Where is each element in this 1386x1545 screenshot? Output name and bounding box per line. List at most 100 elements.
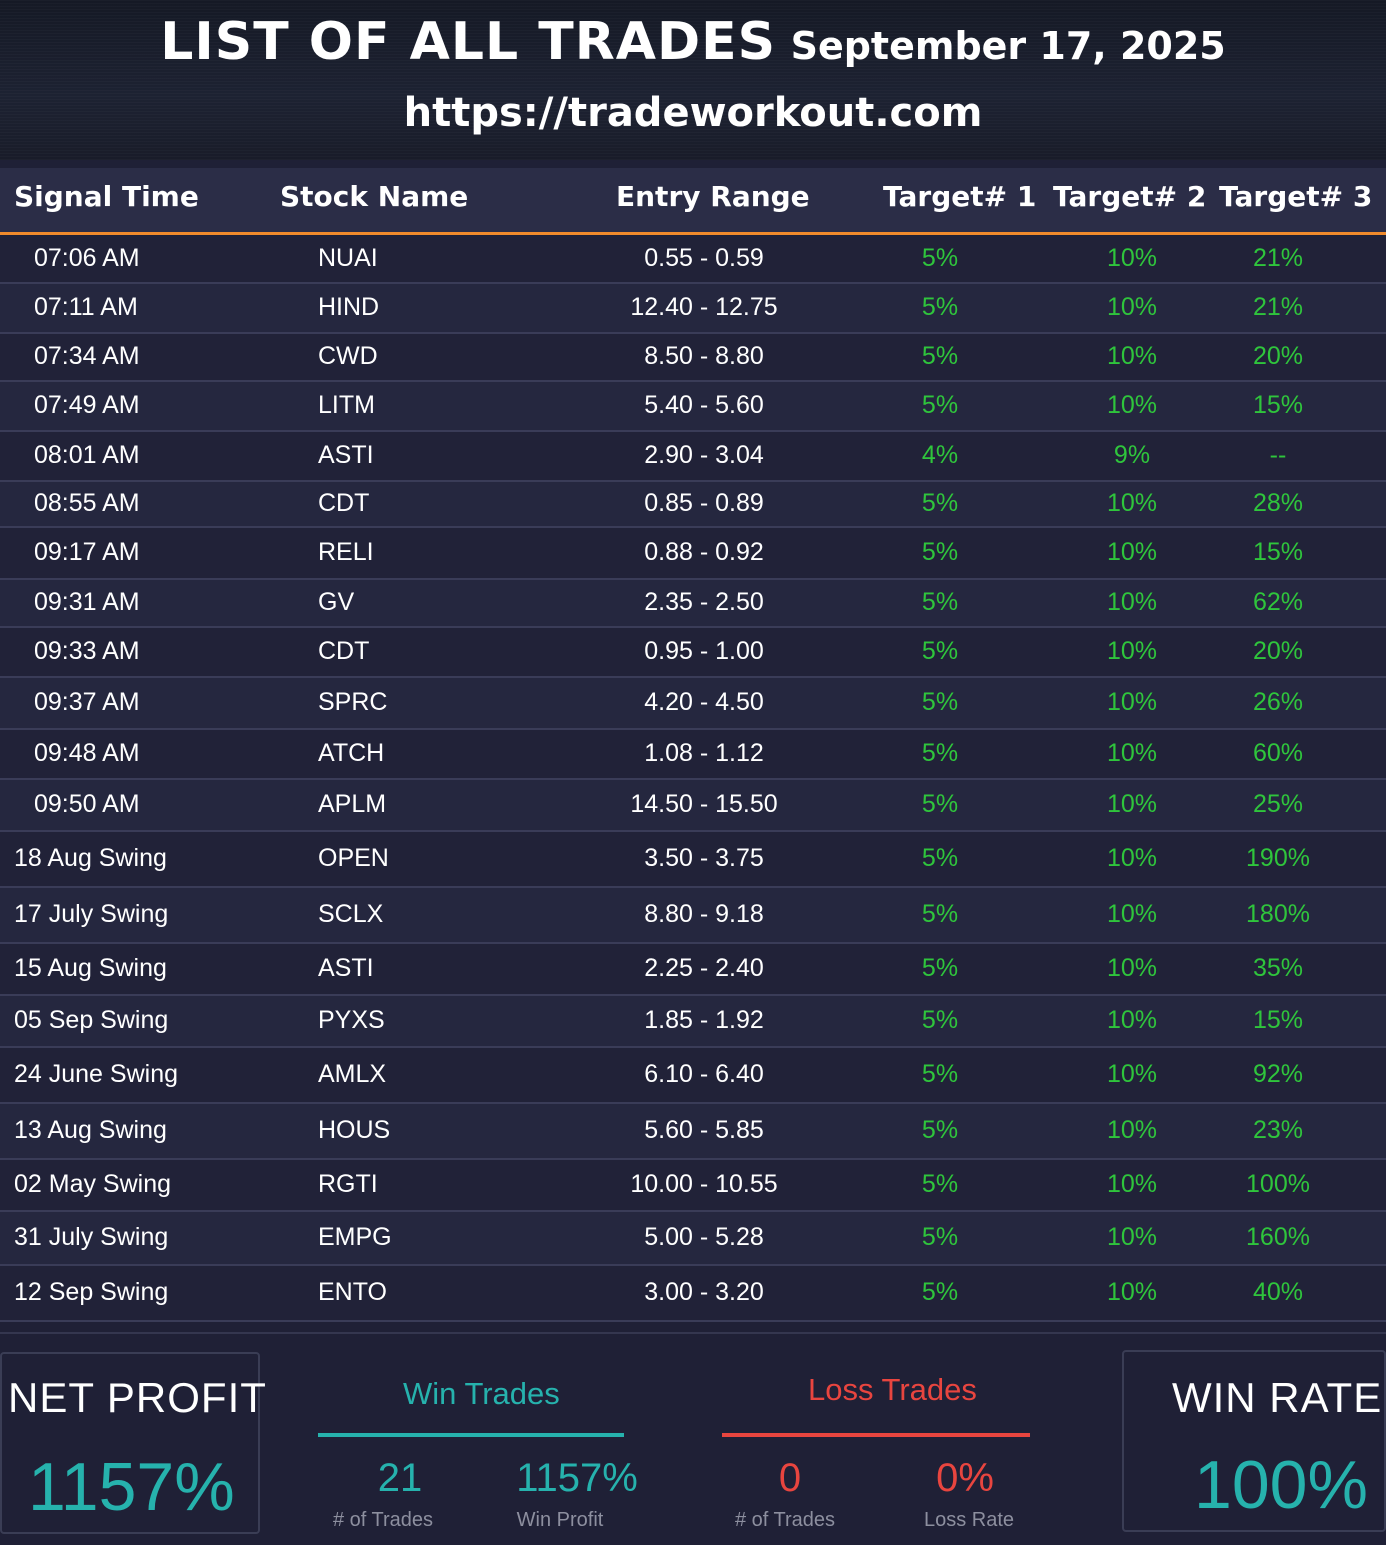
target-1-cell: 5% (921, 1060, 959, 1088)
target-2-cell: 10% (1106, 391, 1158, 419)
stock-name-cell: ASTI (318, 954, 374, 982)
column-header-stock-name: Stock Name (280, 180, 469, 213)
target-2-cell: 10% (1106, 1060, 1158, 1088)
table-row: 08:01 AM ASTI 2.90 - 3.04 4% 9% -- (0, 432, 1386, 482)
title-line: LIST OF ALL TRADES September 17, 2025 (0, 12, 1386, 72)
stock-name-cell: SPRC (318, 688, 388, 716)
table-row: 05 Sep Swing PYXS 1.85 - 1.92 5% 10% 15% (0, 996, 1386, 1048)
stock-name-cell: AMLX (318, 1060, 387, 1088)
stock-name-cell: GV (318, 588, 355, 616)
stock-name-cell: CDT (318, 637, 370, 665)
table-row: 09:17 AM RELI 0.88 - 0.92 5% 10% 15% (0, 528, 1386, 580)
entry-range-cell: 1.08 - 1.12 (644, 739, 764, 767)
target-1-cell: 5% (921, 790, 959, 818)
win-rate-label: WIN RATE (1172, 1374, 1383, 1421)
target-3-cell: 100% (1246, 1170, 1310, 1198)
stock-name-cell: HIND (318, 293, 380, 321)
column-header-target-3: Target# 3 (1219, 180, 1373, 213)
entry-range-cell: 0.55 - 0.59 (644, 244, 764, 272)
target-1-cell: 5% (921, 739, 959, 767)
win-profit-caption: Win Profit (516, 1509, 604, 1531)
target-3-cell: 15% (1252, 1006, 1304, 1034)
signal-time-cell: 08:01 AM (34, 441, 140, 469)
target-3-cell: 21% (1252, 244, 1304, 272)
table-row: 09:48 AM ATCH 1.08 - 1.12 5% 10% 60% (0, 730, 1386, 780)
target-1-cell: 5% (921, 1223, 959, 1251)
target-2-cell: 10% (1106, 342, 1158, 370)
target-1-cell: 5% (921, 954, 959, 982)
summary-panel: NET PROFIT 1157% Win Trades 21 # of Trad… (0, 1332, 1386, 1545)
signal-time-cell: 05 Sep Swing (14, 1006, 169, 1034)
target-3-cell: 35% (1252, 954, 1304, 982)
stock-name-cell: SCLX (318, 900, 384, 928)
signal-time-cell: 24 June Swing (14, 1060, 179, 1088)
report-date: September 17, 2025 (790, 24, 1226, 68)
stock-name-cell: ENTO (318, 1278, 387, 1306)
entry-range-cell: 10.00 - 10.55 (630, 1170, 778, 1198)
entry-range-cell: 1.85 - 1.92 (644, 1006, 764, 1034)
entry-range-cell: 12.40 - 12.75 (630, 293, 778, 321)
target-2-cell: 10% (1106, 1278, 1158, 1306)
stock-name-cell: ASTI (318, 441, 374, 469)
target-3-cell: 23% (1252, 1116, 1304, 1144)
target-2-cell: 10% (1106, 844, 1158, 872)
signal-time-cell: 07:34 AM (34, 342, 140, 370)
target-1-cell: 5% (921, 293, 959, 321)
win-profit-value: 1157% (516, 1456, 638, 1500)
signal-time-cell: 18 Aug Swing (14, 844, 167, 872)
target-1-cell: 5% (921, 244, 959, 272)
target-3-cell: 20% (1252, 342, 1304, 370)
table-row: 09:50 AM APLM 14.50 - 15.50 5% 10% 25% (0, 780, 1386, 832)
signal-time-cell: 09:17 AM (34, 538, 140, 566)
entry-range-cell: 8.80 - 9.18 (644, 900, 764, 928)
target-1-cell: 5% (921, 489, 959, 517)
target-3-cell: 160% (1246, 1223, 1310, 1251)
signal-time-cell: 15 Aug Swing (14, 954, 167, 982)
target-3-cell: 60% (1252, 739, 1304, 767)
stock-name-cell: NUAI (318, 244, 378, 272)
net-profit-box: NET PROFIT 1157% (0, 1352, 266, 1534)
table-row: 07:34 AM CWD 8.50 - 8.80 5% 10% 20% (0, 334, 1386, 382)
target-2-cell: 10% (1106, 739, 1158, 767)
stock-name-cell: PYXS (318, 1006, 385, 1034)
entry-range-cell: 5.40 - 5.60 (644, 391, 764, 419)
target-1-cell: 5% (921, 637, 959, 665)
table-row: 31 July Swing EMPG 5.00 - 5.28 5% 10% 160% (0, 1212, 1386, 1266)
target-2-cell: 10% (1106, 900, 1158, 928)
target-1-cell: 5% (921, 1116, 959, 1144)
signal-time-cell: 02 May Swing (14, 1170, 172, 1198)
entry-range-cell: 0.85 - 0.89 (644, 489, 764, 517)
entry-range-cell: 0.88 - 0.92 (644, 538, 764, 566)
table-row: 17 July Swing SCLX 8.80 - 9.18 5% 10% 180% (0, 888, 1386, 944)
target-2-cell: 10% (1106, 1223, 1158, 1251)
win-rate-value: 100% (1194, 1447, 1368, 1523)
target-2-cell: 10% (1106, 293, 1158, 321)
entry-range-cell: 2.35 - 2.50 (644, 588, 764, 616)
entry-range-cell: 2.90 - 3.04 (644, 441, 764, 469)
loss-trades-count-caption: # of Trades (734, 1509, 836, 1531)
table-row: 12 Sep Swing ENTO 3.00 - 3.20 5% 10% 40% (0, 1266, 1386, 1322)
target-1-cell: 4% (921, 441, 959, 469)
target-1-cell: 5% (921, 688, 959, 716)
table-header: Signal Time Stock Name Entry Range Targe… (0, 168, 1386, 235)
target-3-cell: 92% (1252, 1060, 1304, 1088)
signal-time-cell: 09:50 AM (34, 790, 140, 818)
target-3-cell: 15% (1252, 538, 1304, 566)
target-3-cell: 180% (1246, 900, 1310, 928)
table-row: 24 June Swing AMLX 6.10 - 6.40 5% 10% 92% (0, 1048, 1386, 1104)
signal-time-cell: 08:55 AM (34, 489, 140, 517)
signal-time-cell: 09:33 AM (34, 637, 140, 665)
column-header-target-1: Target# 1 (883, 180, 1037, 213)
entry-range-cell: 14.50 - 15.50 (630, 790, 778, 818)
entry-range-cell: 8.50 - 8.80 (644, 342, 764, 370)
target-3-cell: 26% (1252, 688, 1304, 716)
page-header: LIST OF ALL TRADES September 17, 2025 ht… (0, 0, 1386, 160)
signal-time-cell: 07:11 AM (34, 293, 138, 321)
net-profit-value: 1157% (28, 1449, 235, 1525)
target-3-cell: 21% (1252, 293, 1304, 321)
signal-time-cell: 07:06 AM (34, 244, 140, 272)
target-2-cell: 10% (1106, 790, 1158, 818)
target-2-cell: 10% (1106, 244, 1158, 272)
site-url: https://tradeworkout.com (403, 90, 983, 136)
stock-name-cell: CDT (318, 489, 370, 517)
